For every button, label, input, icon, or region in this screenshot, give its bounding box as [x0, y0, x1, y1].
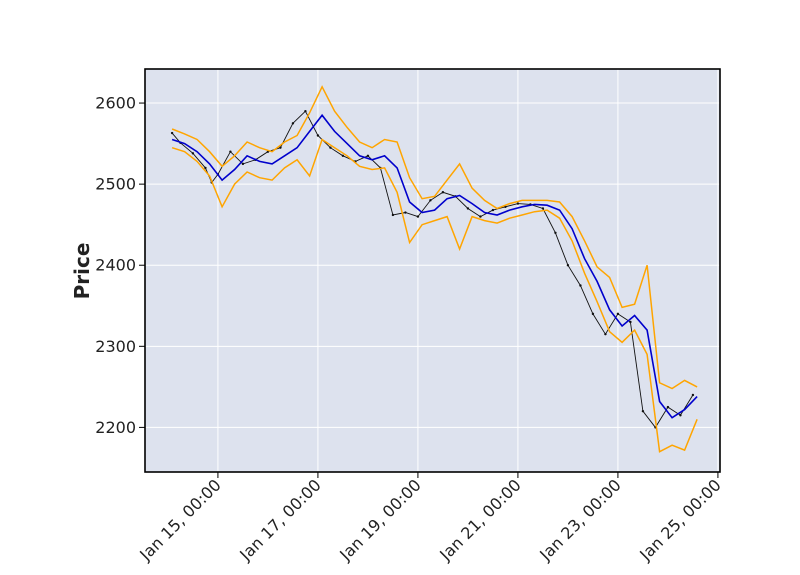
- x-tick-label: Jan 17, 00:00: [235, 475, 324, 564]
- upper-band-line: [171, 85, 698, 390]
- x-axis: Jan 15, 00:00 Jan 17, 00:00 Jan 19, 00:00 J…: [135, 472, 725, 565]
- x-tick-label: Jan 21, 00:00: [435, 475, 524, 564]
- y-tick-label: 2400: [95, 256, 136, 275]
- y-tick-label: 2600: [95, 94, 136, 113]
- x-tick-label: Jan 19, 00:00: [335, 475, 424, 564]
- x-tick-label: Jan 25, 00:00: [635, 475, 724, 564]
- x-tick-label: Jan 15, 00:00: [135, 475, 224, 564]
- moving-average-line: [171, 113, 698, 419]
- y-tick-label: 2500: [95, 175, 136, 194]
- price-line: [171, 110, 694, 429]
- lower-band-line: [171, 138, 698, 453]
- moving-average-series: [171, 113, 698, 419]
- y-tick-label: 2300: [95, 337, 136, 356]
- grid-lines: [145, 69, 720, 472]
- band-series: [171, 85, 698, 453]
- y-axis-title: Price: [70, 243, 94, 300]
- plot-background: [145, 69, 720, 472]
- plot-frame: [144, 68, 721, 473]
- y-axis: 2200 2300 2400 2500 2600: [95, 94, 145, 437]
- y-tick-label: 2200: [95, 418, 136, 437]
- x-tick-label: Jan 23, 00:00: [535, 475, 624, 564]
